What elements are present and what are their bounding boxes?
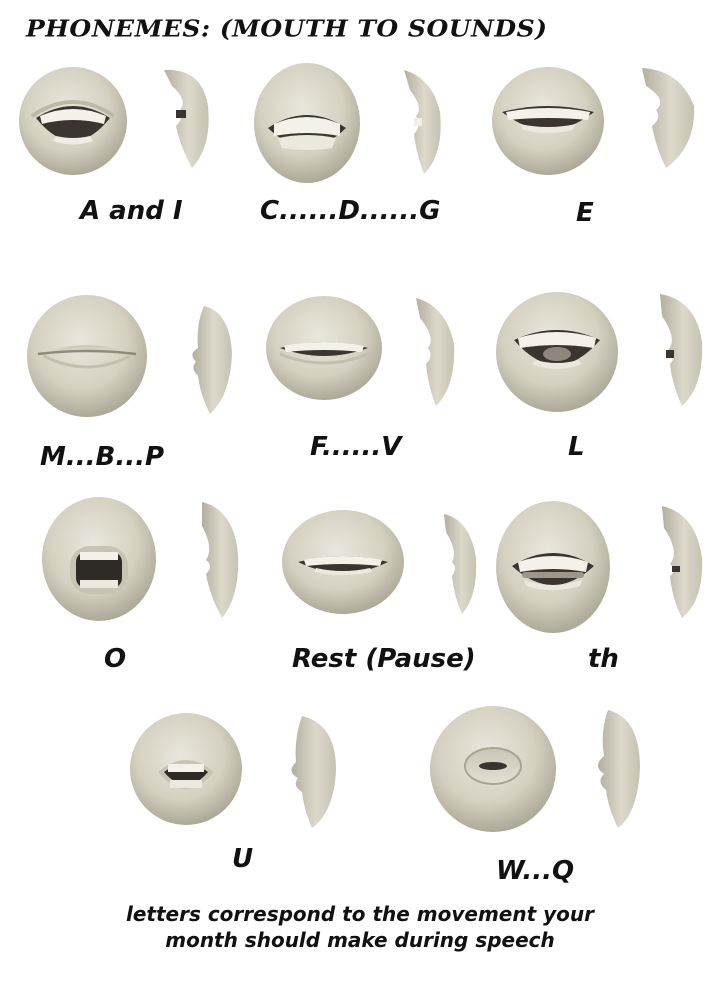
footer-line-2: month should make during speech — [165, 928, 555, 952]
mouth-side-u — [282, 714, 340, 830]
phoneme-label: O — [104, 644, 127, 674]
mouth-front-rest — [280, 508, 406, 616]
mouth-front-c-d-g — [252, 62, 362, 184]
mouth-side-a-and-i — [162, 66, 212, 170]
phoneme-label: F......V — [310, 432, 402, 462]
mouth-side-e — [640, 66, 698, 170]
mouth-side-m-b-p — [186, 304, 234, 416]
mouth-side-f-v — [412, 296, 458, 408]
phoneme-label: M...B...P — [40, 442, 165, 472]
phoneme-label: E — [576, 198, 594, 228]
phoneme-label: A and I — [80, 196, 183, 226]
phoneme-label: Rest (Pause) — [292, 644, 476, 674]
phoneme-label: L — [568, 432, 585, 462]
mouth-side-w-q — [590, 708, 644, 830]
phoneme-label: th — [588, 644, 619, 674]
footer-line-1: letters correspond to the movement your — [125, 902, 595, 926]
mouth-side-rest — [440, 512, 480, 616]
phoneme-label: U — [232, 844, 254, 874]
page-title: Phonemes: (Mouth to Sounds) — [26, 14, 548, 43]
mouth-front-a-and-i — [18, 66, 128, 178]
mouth-front-th — [494, 500, 612, 634]
mouth-front-f-v — [264, 294, 384, 402]
mouth-front-u — [128, 712, 244, 826]
mouth-side-o — [196, 500, 242, 620]
mouth-front-l — [494, 290, 620, 414]
mouth-side-c-d-g — [402, 68, 444, 176]
mouth-side-l — [656, 292, 706, 408]
mouth-side-th — [656, 504, 706, 620]
mouth-front-e — [490, 66, 606, 178]
phoneme-label: W...Q — [496, 856, 575, 886]
mouth-front-m-b-p — [26, 294, 148, 418]
phoneme-label: C......D......G — [260, 196, 441, 226]
mouth-front-o — [40, 496, 158, 622]
mouth-front-w-q — [428, 704, 558, 834]
